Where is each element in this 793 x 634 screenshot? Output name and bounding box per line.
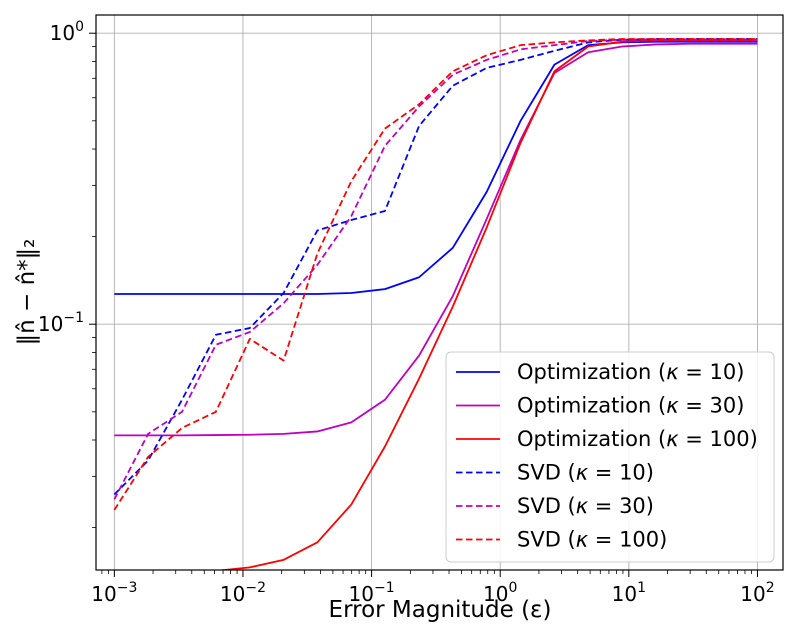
y-axis-ticks: 10−1 100 — [38, 19, 96, 529]
legend: Optimization (κ = 10) Optimization (κ = 3… — [445, 351, 775, 563]
series-line-2 — [114, 42, 758, 437]
x-tick-label: 102 — [740, 580, 774, 606]
legend-label-4: SVD (κ = 10) — [517, 461, 654, 485]
series-lines — [113, 38, 758, 570]
legend-label-1: Optimization (κ = 10) — [517, 360, 744, 384]
series-line-5 — [113, 38, 758, 500]
x-axis-title: Error Magnitude (ε) — [329, 597, 552, 623]
x-tick-label: 101 — [612, 580, 646, 606]
x-tick-label: 10−1 — [349, 580, 395, 606]
x-tick-label: 100 — [483, 580, 517, 606]
series-line-6 — [113, 38, 758, 511]
series-line-3 — [215, 39, 758, 570]
legend-label-5: SVD (κ = 30) — [517, 494, 654, 518]
legend-box — [445, 351, 775, 563]
x-tick-label: 10−3 — [91, 580, 137, 606]
plot-frame — [95, 14, 784, 571]
x-tick-label: 10−2 — [220, 580, 266, 606]
y-tick-label: 10−1 — [38, 310, 84, 336]
y-tick-label: 100 — [50, 19, 84, 45]
series-line-1 — [114, 40, 758, 295]
legend-label-2: Optimization (κ = 30) — [517, 394, 744, 418]
x-axis-ticks: 10−3 10−2 10−1 100 101 102 — [91, 570, 775, 606]
y-axis-title: ‖n̂ − n̂*‖₂ — [14, 239, 40, 346]
legend-label-3: Optimization (κ = 100) — [517, 427, 758, 451]
legend-label-6: SVD (κ = 100) — [517, 528, 667, 552]
